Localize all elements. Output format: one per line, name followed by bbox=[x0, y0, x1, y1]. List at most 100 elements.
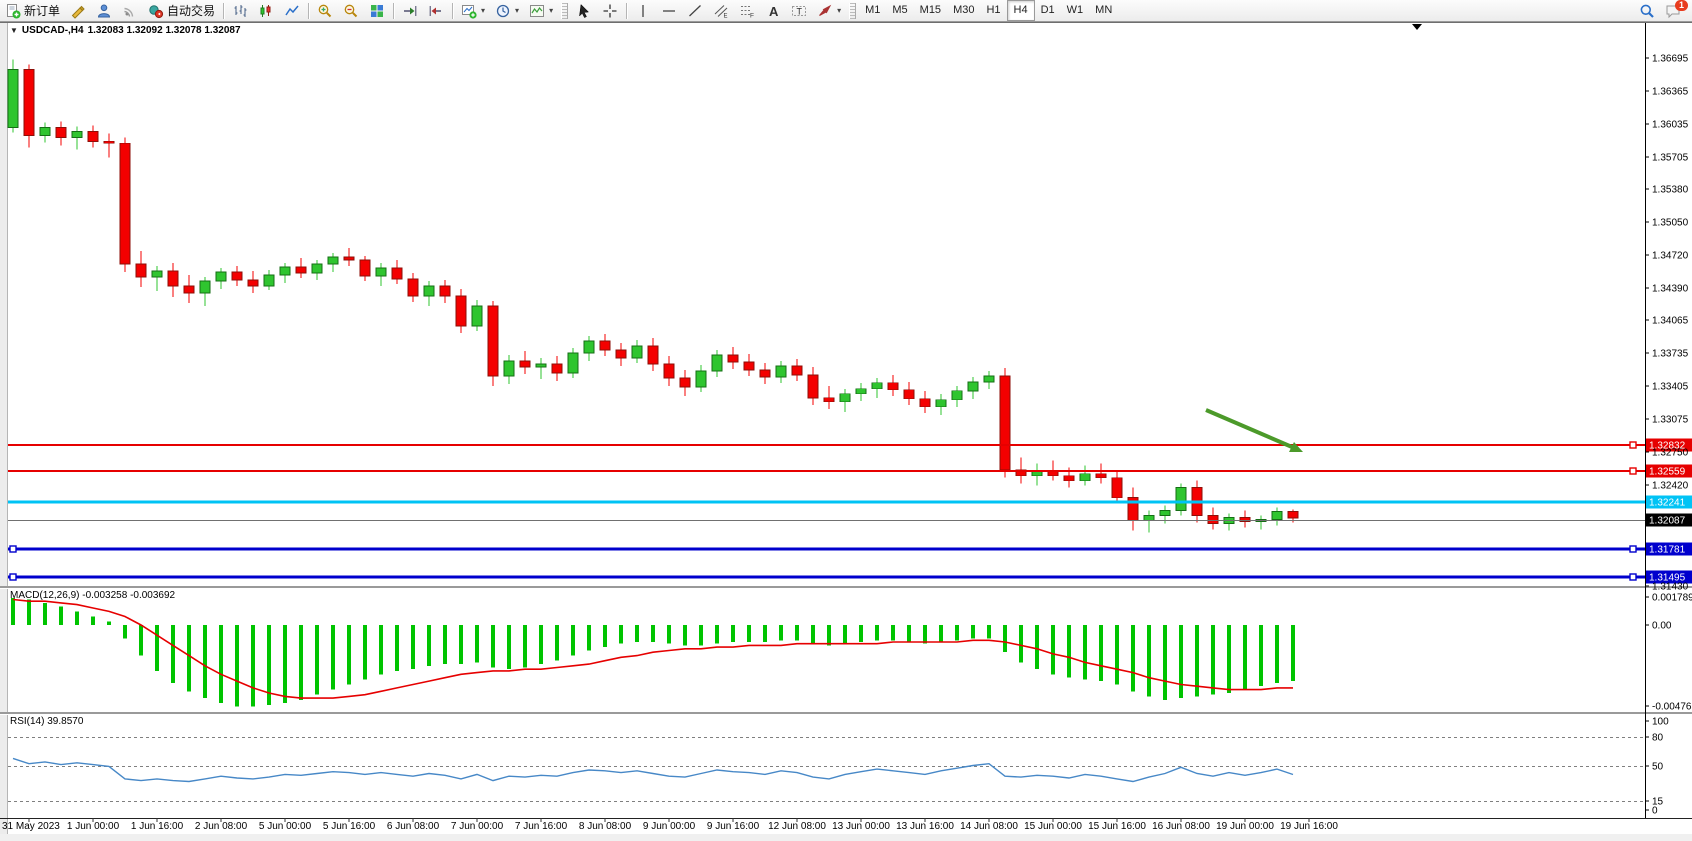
candle-body bbox=[39, 127, 51, 136]
metaeditor-button[interactable] bbox=[66, 0, 90, 21]
dropdown-caret-icon[interactable]: ▾ bbox=[481, 6, 486, 15]
timeframe-button-h1[interactable]: H1 bbox=[986, 4, 1001, 16]
candle-body bbox=[839, 393, 851, 403]
time-axis-label: 8 Jun 08:00 bbox=[579, 821, 632, 832]
axis-label: 1.36695 bbox=[1652, 54, 1689, 65]
templates-dropdown[interactable]: ▾ bbox=[525, 0, 557, 21]
new-chart-dropdown[interactable]: ▾ bbox=[457, 0, 489, 21]
macd-rsi-divider[interactable] bbox=[0, 712, 1692, 714]
candle-body bbox=[167, 270, 179, 287]
search-button[interactable] bbox=[1635, 0, 1659, 21]
horizontal-line-1.32832[interactable] bbox=[8, 441, 1645, 449]
arrow-annotation[interactable] bbox=[1205, 408, 1303, 452]
timeframe-button-m30[interactable]: M30 bbox=[953, 4, 975, 16]
candle-body bbox=[151, 270, 163, 278]
zoom-in-button[interactable] bbox=[313, 0, 337, 21]
candle-body bbox=[1111, 477, 1123, 499]
search-icon bbox=[1640, 4, 1654, 18]
timeframe-button-d1[interactable]: D1 bbox=[1040, 4, 1055, 16]
line-handle[interactable] bbox=[9, 573, 17, 581]
horizontal-line-1.32559[interactable] bbox=[8, 467, 1645, 475]
axis-label: 100 bbox=[1652, 717, 1669, 728]
notifications-button[interactable]: 1 bbox=[1661, 0, 1688, 21]
axis-label: 1.34720 bbox=[1652, 251, 1689, 262]
candle-body bbox=[247, 279, 259, 287]
time-axis-label: 16 Jun 08:00 bbox=[1152, 821, 1210, 832]
crosshair-icon bbox=[603, 4, 617, 17]
trendline-button[interactable] bbox=[683, 0, 707, 21]
svg-text:A: A bbox=[769, 4, 779, 19]
timeframe-button-w1[interactable]: W1 bbox=[1066, 4, 1084, 16]
candle-body bbox=[551, 363, 563, 374]
crosshair-button[interactable] bbox=[598, 0, 622, 21]
chart-shift-button[interactable] bbox=[424, 0, 448, 21]
candle-body bbox=[791, 365, 803, 376]
svg-text:1.32559: 1.32559 bbox=[1649, 467, 1686, 478]
line-handle[interactable] bbox=[1629, 441, 1637, 449]
line-handle[interactable] bbox=[1629, 573, 1637, 581]
cursor-button[interactable] bbox=[572, 0, 596, 21]
auto-scroll-button[interactable] bbox=[398, 0, 422, 21]
time-axis-label: 5 Jun 16:00 bbox=[323, 821, 376, 832]
horizontal-line-1.31495[interactable] bbox=[8, 573, 1645, 581]
dropdown-caret-icon[interactable]: ▾ bbox=[515, 6, 520, 15]
main-macd-divider[interactable] bbox=[0, 586, 1692, 588]
candlestick-chart-button[interactable] bbox=[254, 0, 278, 21]
timeframe-button-mn[interactable]: MN bbox=[1095, 4, 1113, 16]
timeframe-button-m1[interactable]: M1 bbox=[865, 4, 881, 16]
toolbar-grip[interactable] bbox=[849, 2, 857, 19]
price-tag-1.31495: 1.31495 bbox=[1646, 570, 1692, 584]
axis-label: 0.00 bbox=[1652, 621, 1672, 632]
chart-symbol-title[interactable]: ▼ USDCAD-,H4 1.32083 1.32092 1.32078 1.3… bbox=[10, 25, 241, 36]
clock-icon bbox=[496, 4, 510, 17]
timeframe-button-m15[interactable]: M15 bbox=[919, 4, 942, 16]
axis-label: 1.35705 bbox=[1652, 153, 1689, 164]
horizontal-line-button[interactable] bbox=[657, 0, 681, 21]
chart-title-dropdown-icon[interactable]: ▼ bbox=[10, 26, 18, 35]
candle-body bbox=[647, 345, 659, 365]
rsi-indicator-label: RSI(14) 39.8570 bbox=[10, 716, 84, 727]
arrowtool-icon bbox=[819, 4, 832, 16]
candle-body bbox=[711, 354, 723, 372]
zoom-out-button[interactable] bbox=[339, 0, 363, 21]
svg-text:E: E bbox=[724, 13, 728, 19]
tile-windows-button[interactable] bbox=[365, 0, 389, 21]
accounts-button[interactable] bbox=[92, 0, 116, 21]
line-handle[interactable] bbox=[1629, 467, 1637, 475]
candles bbox=[7, 59, 1299, 533]
new-order-button[interactable]: 新订单 bbox=[1, 0, 64, 21]
equidistant-channel-button[interactable]: E bbox=[709, 0, 733, 21]
chart-shift-marker[interactable] bbox=[1412, 24, 1422, 30]
horizontal-line-1.31781[interactable] bbox=[8, 545, 1645, 553]
tile-icon bbox=[371, 4, 384, 17]
dropdown-caret-icon[interactable]: ▾ bbox=[549, 6, 554, 15]
bar-chart-button[interactable] bbox=[228, 0, 252, 21]
candle-body bbox=[359, 259, 371, 277]
candle-body bbox=[663, 363, 675, 379]
labelt-icon: T bbox=[792, 5, 807, 16]
candle-body bbox=[519, 360, 531, 368]
toolbar-grip[interactable] bbox=[561, 2, 569, 19]
axis-label: 1.32750 bbox=[1652, 448, 1689, 459]
price-tag-1.32832: 1.32832 bbox=[1646, 438, 1692, 452]
arrows-dropdown[interactable]: ▾ bbox=[813, 0, 845, 21]
candle-body bbox=[1239, 517, 1251, 522]
text-label-button[interactable]: T bbox=[787, 0, 811, 21]
periodicity-dropdown[interactable]: ▾ bbox=[491, 0, 523, 21]
dropdown-caret-icon[interactable]: ▾ bbox=[837, 6, 842, 15]
autotrading-button[interactable]: 自动交易 bbox=[144, 0, 219, 21]
line-chart-button[interactable] bbox=[280, 0, 304, 21]
price-tag-1.32241: 1.32241 bbox=[1646, 495, 1692, 509]
fibonacci-button[interactable]: F bbox=[735, 0, 759, 21]
axis-label: 80 bbox=[1652, 733, 1664, 744]
candle-body bbox=[295, 266, 307, 274]
signals-button[interactable] bbox=[118, 0, 142, 21]
line-handle[interactable] bbox=[9, 545, 17, 553]
timeframe-button-h4[interactable]: H4 bbox=[1006, 0, 1035, 21]
vertical-line-button[interactable] bbox=[631, 0, 655, 21]
text-button[interactable]: A bbox=[761, 0, 785, 21]
line-handle[interactable] bbox=[1629, 545, 1637, 553]
timeframe-button-m5[interactable]: M5 bbox=[892, 4, 908, 16]
candle-body bbox=[631, 345, 643, 359]
